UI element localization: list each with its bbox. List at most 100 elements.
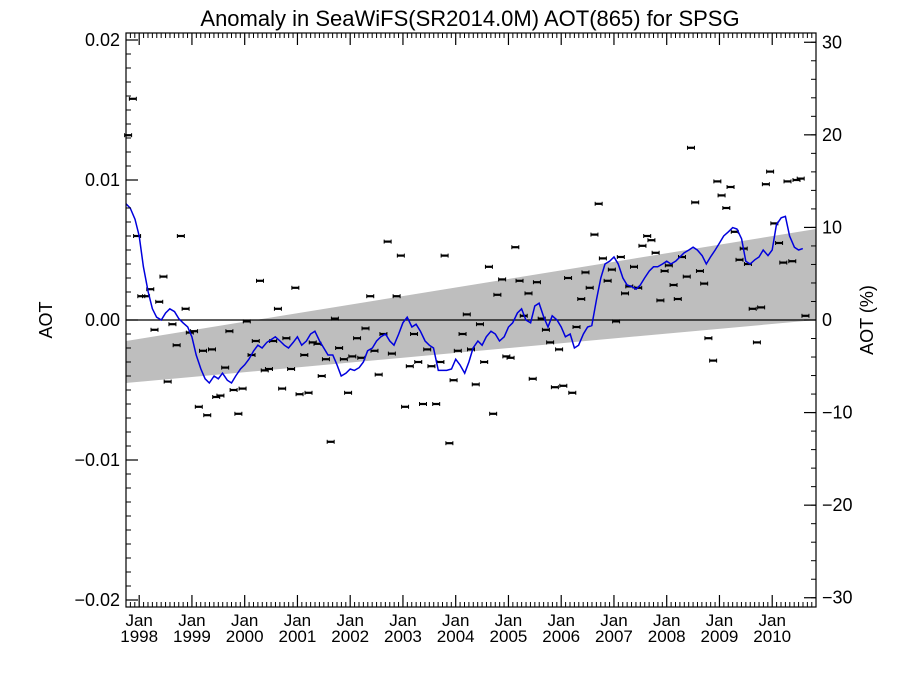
data-point <box>392 294 401 299</box>
x-tick-label-year: 1999 <box>173 627 211 646</box>
data-point <box>128 96 137 101</box>
x-tick-label-month: Jan <box>706 611 733 630</box>
x-tick-label-month: Jan <box>495 611 522 630</box>
data-point <box>366 294 375 299</box>
x-tick-label-year: 2007 <box>595 627 633 646</box>
data-point <box>498 277 507 282</box>
data-point <box>221 365 230 370</box>
data-point <box>801 313 810 318</box>
data-point <box>686 145 695 150</box>
data-point <box>159 274 168 279</box>
data-point <box>726 185 735 189</box>
data-point <box>546 340 555 345</box>
data-point <box>255 278 264 283</box>
x-tick-label-year: 2010 <box>753 627 791 646</box>
data-point <box>203 413 212 418</box>
data-point <box>278 386 287 391</box>
data-point <box>414 360 423 364</box>
data-point <box>462 312 471 317</box>
data-point <box>432 402 441 406</box>
data-point <box>264 367 273 371</box>
data-point <box>172 343 181 348</box>
data-point <box>607 267 616 272</box>
y-tick-label-left: 0.02 <box>85 30 120 50</box>
data-point <box>647 238 656 243</box>
data-point <box>783 179 792 184</box>
data-point <box>564 276 573 280</box>
x-tick-label-year: 2006 <box>542 627 580 646</box>
data-point <box>339 357 348 362</box>
data-point <box>621 291 630 296</box>
data-point <box>638 243 647 248</box>
y-tick-label-right: 20 <box>822 125 842 145</box>
data-point <box>405 364 414 369</box>
data-point <box>541 327 550 332</box>
data-point <box>559 383 568 388</box>
data-point <box>489 411 498 416</box>
data-point <box>775 241 784 245</box>
data-point <box>453 348 462 353</box>
x-tick-label-year: 1998 <box>120 627 158 646</box>
data-point <box>788 259 797 264</box>
data-point <box>643 234 652 238</box>
x-tick-label-year: 2005 <box>490 627 528 646</box>
data-point <box>722 206 731 210</box>
data-point <box>752 340 761 345</box>
data-point <box>550 385 559 390</box>
y-tick-label-left: −0.02 <box>74 590 120 610</box>
data-point <box>713 179 722 184</box>
axes-layer: 0.020.010.00−0.01−0.023020100−10−20−30Ja… <box>74 30 852 646</box>
data-point <box>766 169 775 174</box>
data-point <box>484 264 493 269</box>
data-point <box>251 339 260 343</box>
data-point <box>326 439 335 444</box>
data-point <box>317 374 326 378</box>
data-point <box>410 332 419 336</box>
data-point <box>748 306 757 311</box>
data-point <box>660 269 669 273</box>
data-point <box>387 351 396 356</box>
data-point <box>445 441 454 446</box>
data-point <box>321 357 330 362</box>
data-point <box>717 193 726 198</box>
data-point <box>181 306 190 311</box>
data-point <box>449 378 458 383</box>
data-point <box>656 298 665 303</box>
data-point <box>664 263 673 268</box>
data-point <box>287 367 296 371</box>
data-point <box>396 253 405 258</box>
data-point <box>590 232 599 237</box>
y-tick-label-right: 0 <box>822 310 832 330</box>
data-point <box>673 297 682 301</box>
x-tick-label-month: Jan <box>336 611 363 630</box>
y-tick-label-left: 0.00 <box>85 310 120 330</box>
data-point <box>532 280 541 285</box>
y-tick-label-right: 30 <box>822 32 842 52</box>
trend-confidence-band <box>126 229 816 383</box>
data-point <box>682 274 691 279</box>
data-point <box>216 393 225 398</box>
running-mean-layer <box>125 203 804 385</box>
data-point <box>238 386 247 391</box>
x-tick-label-month: Jan <box>759 611 786 630</box>
data-point <box>194 404 203 409</box>
data-point <box>295 392 304 397</box>
data-point <box>348 354 357 359</box>
x-tick-label-month: Jan <box>178 611 205 630</box>
data-point <box>344 390 353 395</box>
data-point <box>515 278 524 283</box>
data-point <box>757 305 766 310</box>
data-point <box>630 264 639 269</box>
data-point <box>528 376 537 381</box>
data-point <box>704 336 713 341</box>
x-tick-label-month: Jan <box>442 611 469 630</box>
data-point <box>383 239 392 244</box>
data-point <box>273 306 282 311</box>
x-tick-label-month: Jan <box>600 611 627 630</box>
data-point <box>418 402 427 406</box>
x-tick-label-year: 2009 <box>701 627 739 646</box>
data-point <box>304 390 313 395</box>
data-point <box>168 322 177 327</box>
data-point <box>700 281 709 286</box>
